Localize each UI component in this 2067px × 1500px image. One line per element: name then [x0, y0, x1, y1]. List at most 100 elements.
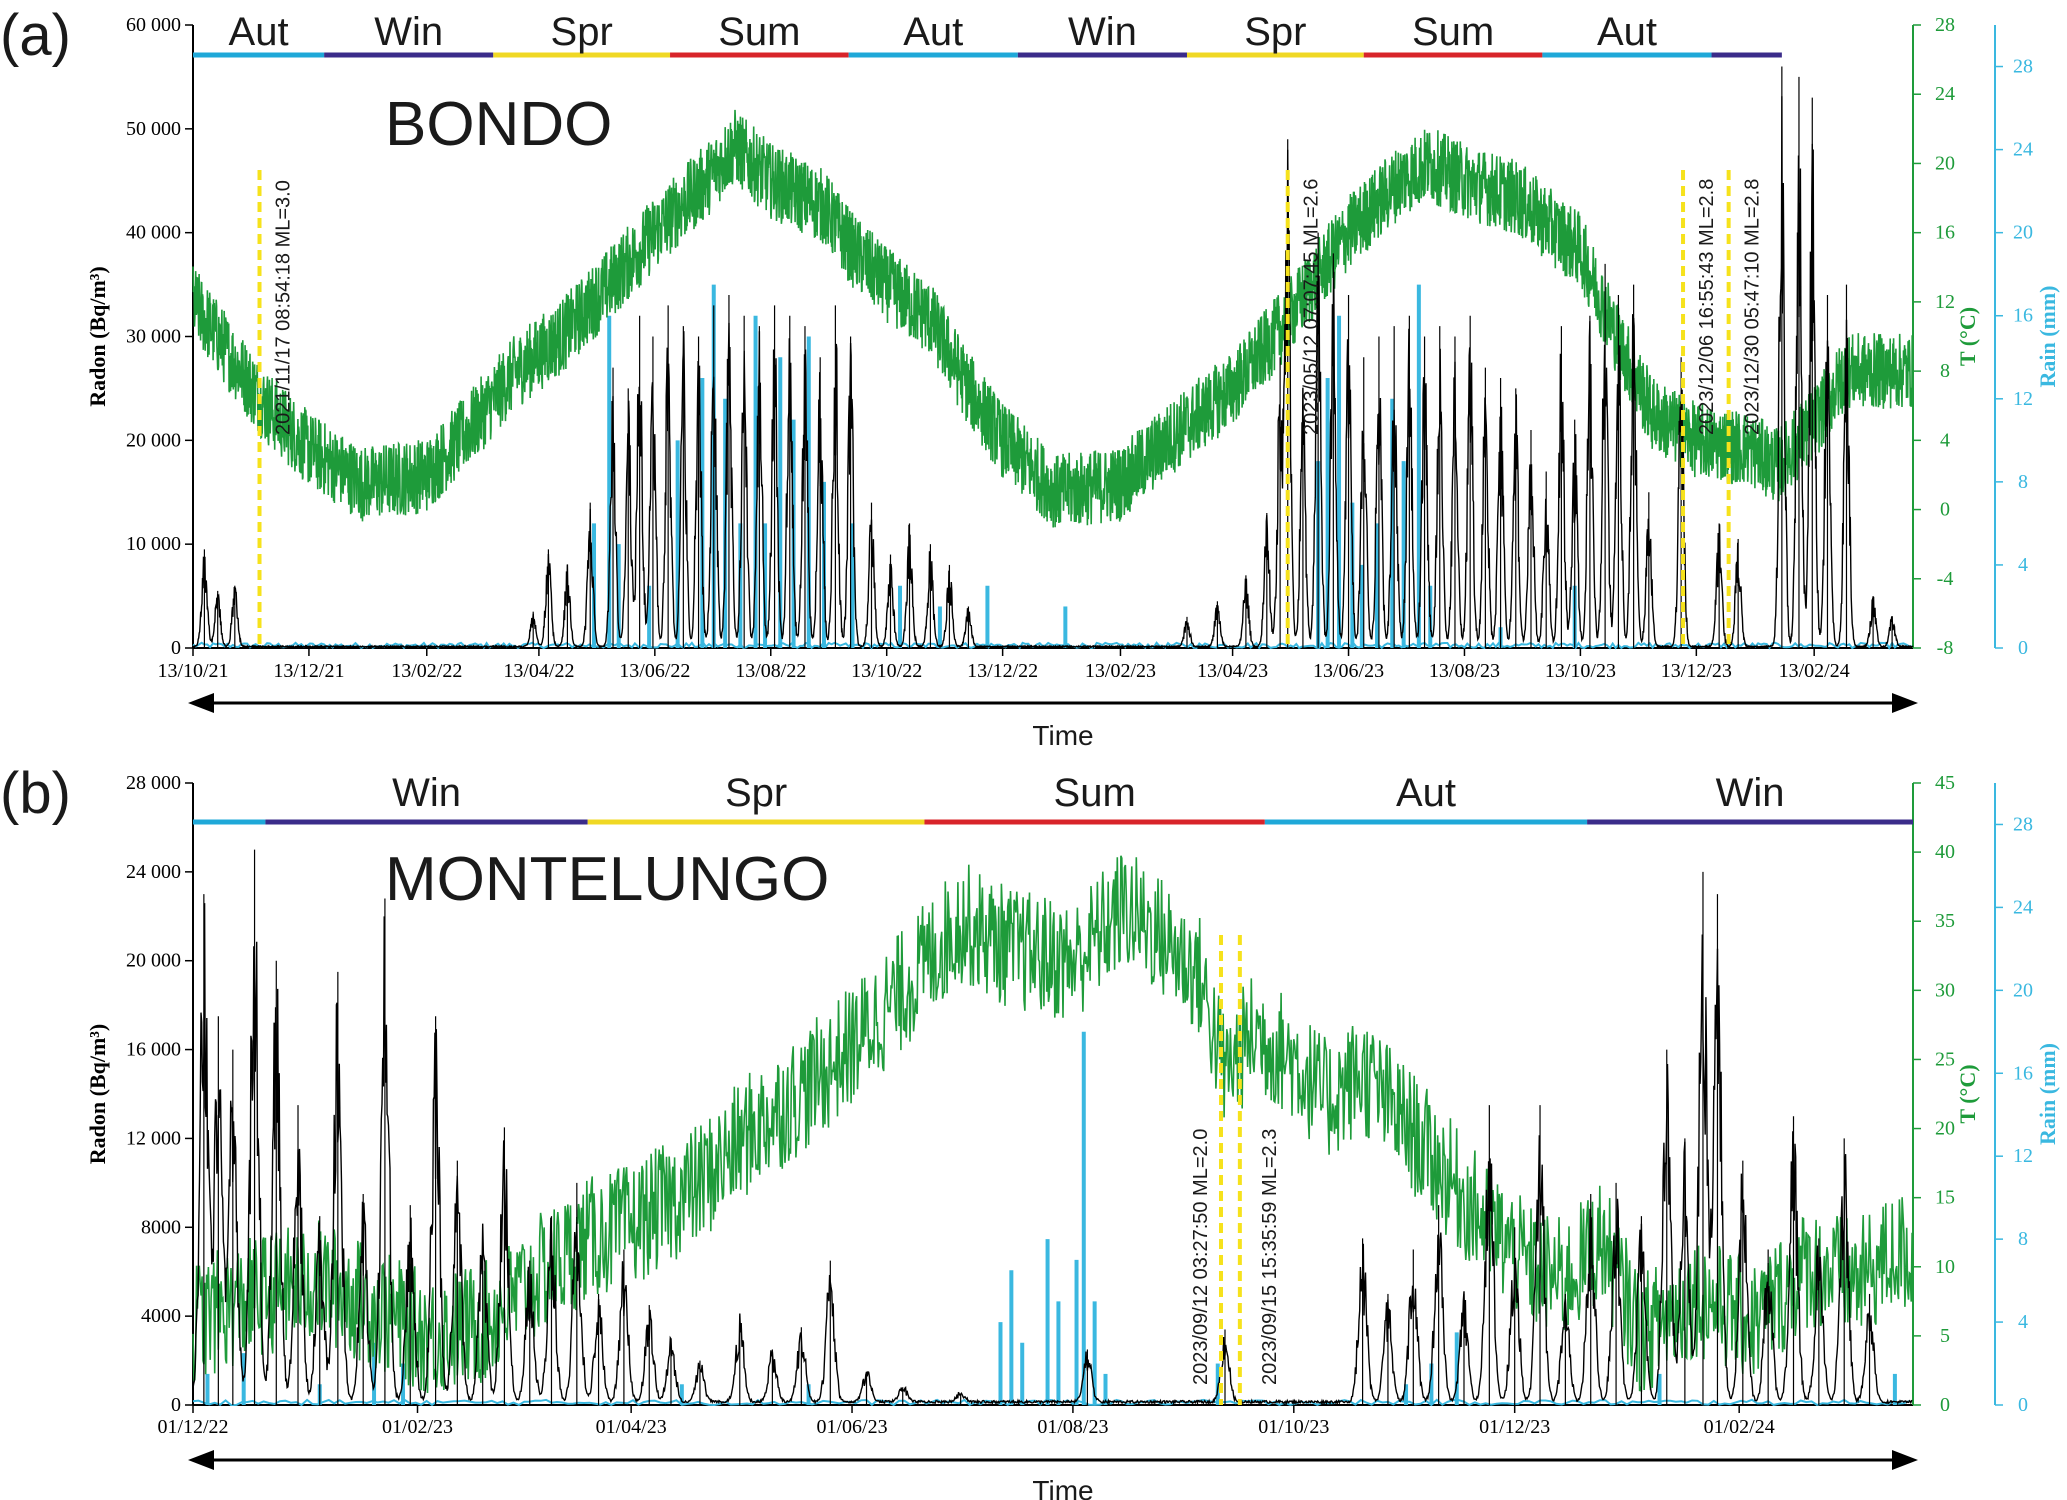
earthquake-label: 2023/12/30 05:47:10 ML=2.8: [1742, 179, 1764, 435]
y-axis-label-rain: Rain (mm): [2035, 1043, 2060, 1145]
y-tick-label-rain: 20: [2013, 222, 2033, 244]
y-tick-label-left: 50 000: [126, 118, 181, 140]
y-tick-label-temperature: 25: [1935, 1048, 1955, 1070]
x-tick-label: 13/10/22: [851, 660, 922, 682]
season-label: Win: [1716, 771, 1785, 815]
y-tick-label-rain: 4: [2018, 1311, 2028, 1333]
y-tick-label-rain: 16: [2013, 305, 2033, 327]
panel-label: (b): [0, 761, 71, 826]
season-label: Aut: [1396, 771, 1456, 815]
y-tick-label-left: 0: [171, 1394, 181, 1416]
y-tick-label-temperature: 4: [1940, 429, 1950, 451]
y-tick-label-left: 4000: [141, 1305, 181, 1327]
x-tick-label: 13/12/23: [1661, 660, 1732, 682]
y-tick-label-left: 24 000: [126, 861, 181, 883]
season-label: Sum: [718, 10, 800, 54]
season-label: Sum: [1054, 771, 1136, 815]
y-axis-label-temperature: T (°C): [1955, 307, 1980, 366]
x-tick-label: 01/08/23: [1037, 1416, 1108, 1438]
radon-series: [192, 66, 1914, 649]
x-tick-label: 01/10/23: [1258, 1416, 1329, 1438]
y-tick-label-temperature: 45: [1935, 772, 1955, 794]
x-tick-label: 13/04/23: [1197, 660, 1268, 682]
y-tick-label-temperature: 16: [1935, 222, 1955, 244]
y-tick-label-temperature: 5: [1940, 1325, 1950, 1347]
panel-label: (a): [0, 3, 71, 68]
y-tick-label-left: 60 000: [126, 14, 181, 36]
y-tick-label-rain: 24: [2013, 139, 2033, 161]
earthquake-label: 2023/12/06 16:55:43 ML=2.8: [1696, 179, 1718, 435]
season-label: Sum: [1412, 10, 1494, 54]
y-tick-label-temperature: 12: [1935, 291, 1955, 313]
y-tick-label-rain: 0: [2018, 1394, 2028, 1416]
x-tick-label: 13/02/24: [1779, 660, 1850, 682]
earthquake-label: 2021/11/17 08:54:18 ML=3.0: [273, 180, 295, 435]
x-tick-label: 13/08/22: [735, 660, 806, 682]
panel-b: (b) 0 4000 8000 12 000 16 000 20 000 24 000 28 0…: [0, 761, 2060, 1500]
earthquake-label: 2023/09/15 15:35:59 ML=2.3: [1259, 1129, 1281, 1385]
time-arrow-right-head: [1892, 693, 1918, 713]
season-label: Win: [392, 771, 461, 815]
y-tick-label-rain: 24: [2013, 896, 2033, 918]
season-label: Spr: [1244, 10, 1306, 54]
x-axis-label: Time: [1032, 720, 1093, 751]
x-tick-label: 01/12/23: [1479, 1416, 1550, 1438]
y-tick-label-rain: 12: [2013, 1145, 2033, 1167]
y-tick-label-rain: 28: [2013, 56, 2033, 78]
season-label: Win: [1068, 10, 1137, 54]
y-tick-label-left: 20 000: [126, 429, 181, 451]
temperature-line: [192, 109, 1914, 528]
y-tick-label-rain: 28: [2013, 813, 2033, 835]
earthquake-label: 2023/05/12 07:07:45 ML=2.6: [1301, 179, 1323, 435]
y-tick-label-temperature: 24: [1935, 83, 1955, 105]
x-tick-label: 01/02/23: [382, 1416, 453, 1438]
x-tick-label: 13/10/21: [157, 660, 228, 682]
x-tick-label: 13/10/23: [1545, 660, 1616, 682]
x-tick-label: 13/06/22: [619, 660, 690, 682]
y-tick-label-temperature: 30: [1935, 979, 1955, 1001]
y-tick-label-temperature: 15: [1935, 1187, 1955, 1209]
y-axis-label-left: Radon (Bq/m³): [85, 1024, 110, 1164]
y-tick-label-rain: 16: [2013, 1062, 2033, 1084]
season-label: Aut: [1597, 10, 1657, 54]
season-label: Spr: [551, 10, 613, 54]
y-tick-label-rain: 8: [2018, 1228, 2028, 1250]
y-tick-label-rain: 0: [2018, 637, 2028, 659]
y-tick-label-temperature: 8: [1940, 360, 1950, 382]
y-axis-label-rain: Rain (mm): [2035, 285, 2060, 387]
y-tick-label-rain: 8: [2018, 471, 2028, 493]
y-tick-label-temperature: -8: [1937, 637, 1954, 659]
y-tick-label-temperature: 20: [1935, 152, 1955, 174]
panel-a: (a) 0 10 000 20 000 30 000 40 000 50 000 60 000…: [0, 3, 2060, 751]
y-tick-label-left: 12 000: [126, 1127, 181, 1149]
x-tick-label: 01/02/24: [1704, 1416, 1775, 1438]
y-tick-label-left: 8000: [141, 1216, 181, 1238]
radon-line: [192, 903, 1913, 1406]
y-tick-label-rain: 4: [2018, 554, 2028, 576]
x-tick-label: 13/12/21: [273, 660, 344, 682]
y-tick-label-left: 0: [171, 637, 181, 659]
y-tick-label-temperature: 40: [1935, 841, 1955, 863]
x-tick-label: 13/12/22: [967, 660, 1038, 682]
y-axis-label-temperature: T (°C): [1955, 1064, 1980, 1123]
radon-line: [192, 96, 1914, 649]
y-tick-label-temperature: 10: [1935, 1256, 1955, 1278]
y-tick-label-rain: 12: [2013, 388, 2033, 410]
x-tick-label: 01/04/23: [596, 1416, 667, 1438]
x-tick-label: 01/12/22: [157, 1416, 228, 1438]
y-tick-label-left: 30 000: [126, 326, 181, 348]
y-tick-label-temperature: -4: [1937, 568, 1954, 590]
y-tick-label-left: 20 000: [126, 950, 181, 972]
x-tick-label: 13/02/22: [391, 660, 462, 682]
y-tick-label-temperature: 20: [1935, 1118, 1955, 1140]
y-tick-label-left: 16 000: [126, 1039, 181, 1061]
rain-baseline: [192, 1398, 1910, 1407]
season-label: Aut: [903, 10, 963, 54]
season-label: Spr: [725, 771, 787, 815]
station-name: BONDO: [385, 90, 612, 159]
y-tick-label-temperature: 35: [1935, 910, 1955, 932]
season-label: Win: [374, 10, 443, 54]
x-tick-label: 13/02/23: [1085, 660, 1156, 682]
y-tick-label-rain: 20: [2013, 979, 2033, 1001]
